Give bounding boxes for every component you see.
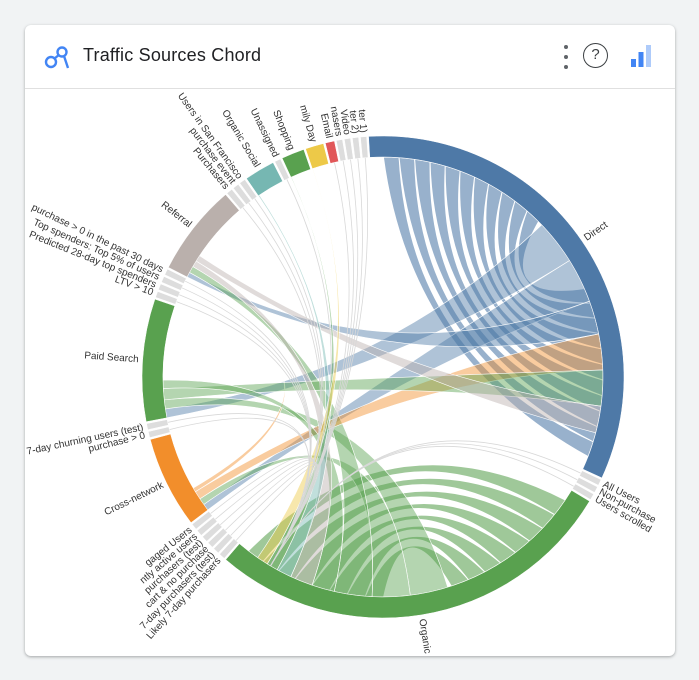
group-arc[interactable] [147,426,171,438]
group-arc[interactable] [232,183,252,205]
group-label: Direct [582,220,610,244]
group-label: Referral [159,200,194,231]
group-arc[interactable] [226,188,246,210]
group-arc[interactable] [155,291,178,305]
group-arcs [141,135,625,619]
thread-ribbon [254,198,324,567]
card-header: Traffic Sources Chord ? [25,25,675,89]
group-arc[interactable] [239,179,258,201]
group-arc[interactable] [572,483,594,500]
group-label: ter 2) [347,110,361,134]
group-arc[interactable] [225,490,590,619]
group-label: Email [318,112,334,139]
group-label: Paid Search [84,350,139,365]
chord-chart-area: Direct All Users Non-purchase Users scrolle… [25,89,675,656]
ribbons [162,156,604,598]
group-arc[interactable] [274,158,290,181]
card-title: Traffic Sources Chord [83,45,262,65]
group-arc[interactable] [158,283,181,298]
group-arc[interactable] [575,477,598,493]
group-arc[interactable] [149,433,209,524]
group-arc[interactable] [202,522,223,542]
group-arc[interactable] [368,135,625,479]
group-label: ter 1) [356,109,369,133]
thread-ribbon [184,280,312,567]
thread-ribbon [270,157,369,567]
group-arc[interactable] [146,419,169,431]
insights-bar-icon[interactable] [629,43,653,69]
group-arc[interactable] [324,140,339,164]
connections-icon [44,46,70,69]
thread-ribbon [270,178,332,567]
group-arc[interactable] [141,298,176,423]
group-arc[interactable] [161,276,184,291]
more-vert-icon[interactable] [559,43,573,71]
group-arc[interactable] [219,538,239,559]
group-arc[interactable] [168,194,240,278]
group-label: Video [337,109,352,136]
help-icon[interactable]: ? [583,43,608,68]
group-arc[interactable] [191,511,213,530]
group-arc[interactable] [207,527,228,548]
group-arc[interactable] [164,268,187,284]
thread-ribbon [270,445,575,567]
group-label: Organic [416,618,432,654]
traffic-sources-card: Traffic Sources Chord ? Direct All Users N… [25,25,675,656]
group-label: Cross-network [103,480,167,519]
group-arc[interactable] [579,470,602,486]
group-arc[interactable] [305,143,329,169]
group-arc[interactable] [360,136,369,159]
group-arc[interactable] [196,516,218,536]
group-label: nasers [328,106,344,138]
group-label: mily Day [297,104,318,144]
group-arc[interactable] [213,533,233,554]
group-arc[interactable] [352,136,361,160]
group-arc[interactable] [281,149,311,178]
group-arc[interactable] [246,162,283,197]
group-label: Top spenders: Top 5% of users [31,217,161,283]
group-arc[interactable] [335,139,347,162]
group-arc[interactable] [343,137,354,161]
